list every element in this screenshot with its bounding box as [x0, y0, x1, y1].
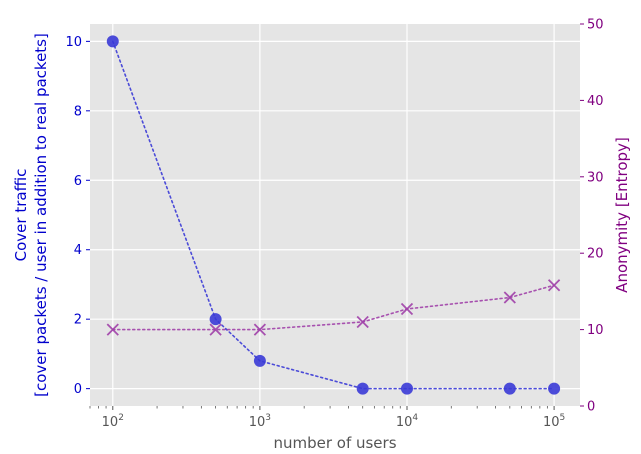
- series-2-point: [356, 315, 369, 329]
- left-y-axis-label-line1: Cover traffic: [12, 169, 30, 262]
- series-1-point: [503, 382, 516, 395]
- right-y-tick-label: 20: [587, 247, 604, 262]
- series-1-point: [253, 354, 266, 367]
- right-y-tick-label: 40: [587, 94, 604, 109]
- right-y-axis: 0 10 20 30 40 50: [580, 18, 604, 415]
- series-1-point: [209, 313, 222, 326]
- x-tick-label: 104: [396, 413, 419, 430]
- series-2-point: [547, 279, 561, 292]
- x-axis: 102 103 104 105: [89, 406, 565, 430]
- right-y-tick-label: 50: [587, 18, 604, 33]
- series-2-point: [106, 323, 119, 336]
- series-2-point: [400, 302, 414, 316]
- left-y-tick-label: 10: [65, 35, 82, 50]
- series-2-point: [209, 323, 222, 336]
- x-tick-label: 102: [102, 413, 124, 430]
- right-y-axis-label: Anonymity [Entropy]: [613, 137, 631, 293]
- left-y-tick-label: 8: [74, 104, 82, 119]
- plot-area: [90, 24, 580, 406]
- right-y-tick-label: 10: [587, 323, 604, 338]
- series-1-point: [106, 35, 119, 48]
- series-1-point: [400, 382, 413, 395]
- series-1-point: [548, 382, 561, 395]
- x-tick-label: 103: [249, 413, 271, 430]
- left-y-tick-label: 0: [74, 382, 82, 397]
- series-2-point: [253, 323, 267, 336]
- left-y-axis-label-line2: [cover packets / user in addition to rea…: [32, 33, 50, 397]
- left-y-tick-label: 6: [74, 174, 82, 189]
- grid-lines: [90, 24, 580, 406]
- left-y-axis: 0 2 4 6 8 10: [65, 35, 90, 397]
- series-2-point: [503, 291, 516, 304]
- left-y-tick-label: 4: [74, 243, 82, 258]
- x-tick-label: 105: [543, 413, 565, 430]
- left-y-tick-label: 2: [74, 313, 82, 328]
- series-layer: [106, 35, 561, 395]
- x-axis-label: number of users: [273, 434, 396, 452]
- right-y-tick-label: 30: [587, 170, 604, 185]
- right-y-tick-label: 0: [587, 400, 595, 415]
- series-1-point: [356, 382, 369, 395]
